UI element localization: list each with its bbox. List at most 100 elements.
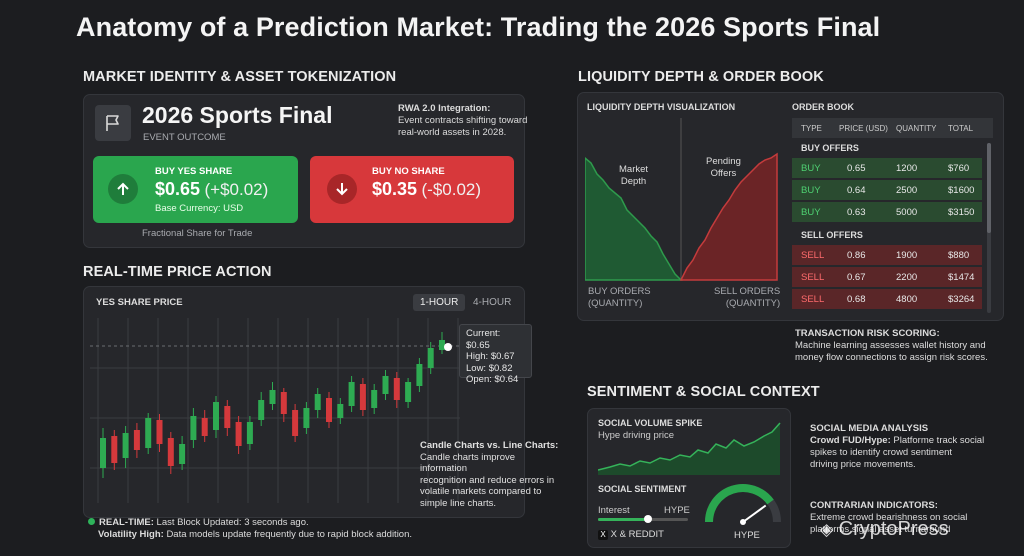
candle-body <box>201 418 208 436</box>
contrarian-note: CONTRARIAN INDICATORS: Extreme crowd bea… <box>810 500 968 535</box>
candle-body <box>213 402 219 430</box>
candle-body <box>258 400 265 420</box>
volume-line <box>598 422 781 471</box>
order-book-header: TYPE PRICE (USD) QUANTITY TOTAL <box>792 118 993 138</box>
sell-order-row[interactable]: SELL 0.67 2200 $1474 <box>792 267 982 287</box>
arrow-down-icon <box>327 174 357 204</box>
sell-order-row[interactable]: SELL 0.86 1900 $880 <box>792 245 982 265</box>
candle-body <box>292 410 299 436</box>
candle-body <box>326 398 332 422</box>
spike-sub: Hype driving price <box>598 430 675 441</box>
status-footer: REAL-TIME: Last Block Updated: 3 seconds… <box>88 517 412 541</box>
market-flag-box <box>95 105 131 141</box>
buy-orders-label: BUY ORDERS (QUANTITY) <box>588 286 651 309</box>
candle-body <box>167 438 174 466</box>
price-cell: 0.68 <box>847 294 866 305</box>
quantity-cell: 1900 <box>896 250 918 261</box>
live-dot-icon <box>88 518 95 525</box>
candle-chart <box>90 318 460 503</box>
hype-label: HYPE <box>664 505 690 516</box>
total-cell: $760 <box>948 163 970 174</box>
candle-body <box>246 422 253 444</box>
total-cell: $3264 <box>948 294 975 305</box>
candle-body <box>371 390 378 408</box>
candle-note: Candle Charts vs. Line Charts: Candle ch… <box>420 440 559 509</box>
candle-body <box>393 378 400 400</box>
fractional-share-note: Fractional Share for Trade <box>142 228 253 239</box>
chart-title: YES SHARE PRICE <box>96 297 183 308</box>
type-cell: BUY <box>801 207 821 218</box>
candle-body <box>314 394 321 410</box>
cryptopress-logo-icon: ◈ <box>820 520 834 539</box>
buy-yes-button[interactable]: BUY YES SHARE $0.65 (+$0.02) Base Curren… <box>93 156 298 223</box>
price-cell: 0.63 <box>847 207 866 218</box>
buy-offers-label: BUY OFFERS <box>801 143 859 153</box>
buy-order-row[interactable]: BUY 0.64 2500 $1600 <box>792 180 982 200</box>
buy-order-row[interactable]: BUY 0.63 5000 $3150 <box>792 202 982 222</box>
candle-body <box>100 438 106 468</box>
sell-orders-label: SELL ORDERS (QUANTITY) <box>714 286 781 309</box>
no-price: $0.35 <box>372 179 418 199</box>
price-panel <box>83 286 525 518</box>
candle-body <box>133 430 140 450</box>
sell-depth-area <box>679 152 778 281</box>
depth-chart <box>585 118 778 281</box>
rwa-text-2: real-world assets in 2028. <box>398 127 507 138</box>
candle-body <box>122 433 129 458</box>
candle-body <box>224 406 231 428</box>
type-cell: SELL <box>801 272 825 283</box>
sell-order-row[interactable]: SELL 0.68 4800 $3264 <box>792 289 982 309</box>
quantity-cell: 5000 <box>896 207 918 218</box>
candle-body <box>280 392 287 414</box>
risk-note: TRANSACTION RISK SCORING: Machine learni… <box>795 328 988 363</box>
volume-area <box>598 423 780 475</box>
price-tooltip: Current: $0.65 High: $0.67 Low: $0.82 Op… <box>459 324 532 385</box>
candle-body <box>145 418 152 448</box>
rwa-title: RWA 2.0 Integration: <box>398 103 491 114</box>
total-cell: $3150 <box>948 207 975 218</box>
identity-heading: MARKET IDENTITY & ASSET TOKENIZATION <box>83 69 397 85</box>
buy-order-row[interactable]: BUY 0.65 1200 $760 <box>792 158 982 178</box>
volume-spike-chart <box>598 422 781 475</box>
price-action-heading: REAL-TIME PRICE ACTION <box>83 264 272 280</box>
type-cell: BUY <box>801 163 821 174</box>
candle-body <box>156 420 163 444</box>
candle-body <box>269 390 276 404</box>
sentiment-heading: SENTIMENT & SOCIAL CONTEXT <box>587 384 820 400</box>
price-cell: 0.67 <box>847 272 866 283</box>
x-logo-icon: X <box>598 530 608 540</box>
total-cell: $1474 <box>948 272 975 283</box>
candle-body <box>405 382 412 402</box>
quantity-cell: 2500 <box>896 185 918 196</box>
candle-body <box>179 444 186 464</box>
interest-fill <box>598 518 648 521</box>
rwa-text-1: Event contracts shifting toward <box>398 115 528 126</box>
tab-4-hour[interactable]: 4-HOUR <box>473 297 512 308</box>
interest-slider[interactable] <box>598 515 688 523</box>
candle-body <box>439 340 445 350</box>
buy-no-button[interactable]: BUY NO SHARE $0.35 (-$0.02) <box>310 156 514 223</box>
order-book-scrollbar[interactable] <box>987 143 991 313</box>
tab-1-hour[interactable]: 1-HOUR <box>413 294 466 311</box>
arrow-up-icon <box>108 174 138 204</box>
rwa-note: RWA 2.0 Integration: Event contracts shi… <box>398 103 527 139</box>
yes-price: $0.65 <box>155 179 201 199</box>
current-price-dot <box>444 343 452 351</box>
market-depth-label: Market Depth <box>619 164 649 187</box>
candle-body <box>235 422 242 446</box>
candle-body <box>348 382 355 406</box>
candle-body <box>303 408 310 428</box>
spike-title: SOCIAL VOLUME SPIKE <box>598 418 703 428</box>
price-cell: 0.65 <box>847 163 866 174</box>
quantity-cell: 4800 <box>896 294 918 305</box>
gauge-fill <box>705 484 774 523</box>
base-currency: Base Currency: USD <box>155 203 244 214</box>
flag-icon <box>106 115 119 131</box>
quantity-cell: 2200 <box>896 272 918 283</box>
sources-label: X X & REDDIT <box>598 529 664 540</box>
buy-yes-label: BUY YES SHARE <box>155 166 233 177</box>
interest-label: Interest <box>598 505 630 516</box>
liquidity-heading: LIQUIDITY DEPTH & ORDER BOOK <box>578 69 824 85</box>
candle-body <box>416 364 423 386</box>
total-cell: $1600 <box>948 185 975 196</box>
